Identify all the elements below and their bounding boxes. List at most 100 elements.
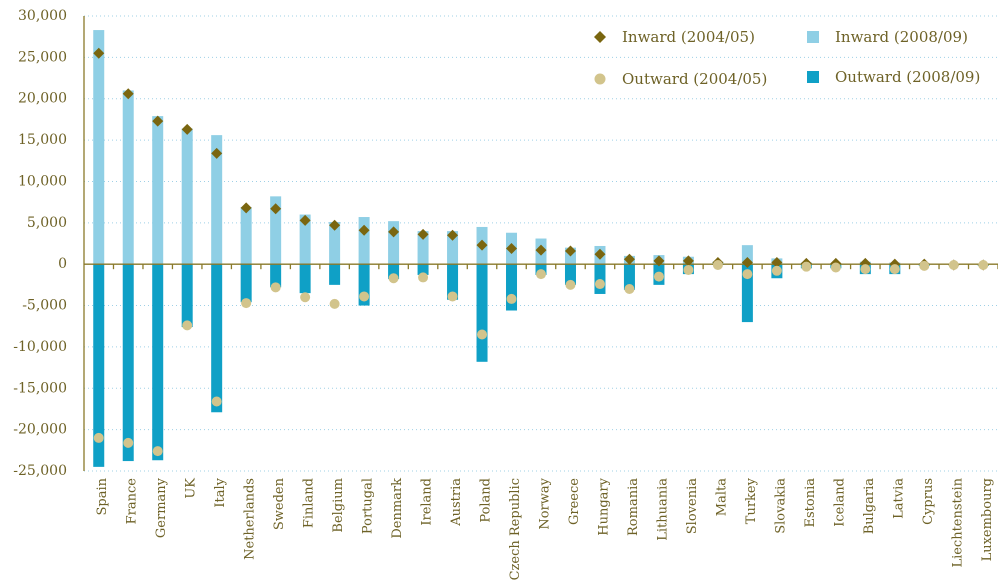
circle-marker — [447, 291, 458, 302]
y-tick-label: 30,000 — [18, 8, 67, 24]
y-tick-label: -25,000 — [13, 463, 67, 479]
diamond-marker — [270, 203, 282, 215]
circle-marker — [653, 271, 664, 282]
x-tick-label: Bulgaria — [862, 478, 877, 535]
diamond-marker — [682, 255, 694, 267]
circle-marker — [594, 279, 605, 290]
x-tick-label: Malta — [714, 478, 729, 516]
diamond-marker — [122, 88, 134, 100]
diamond-marker — [152, 115, 164, 127]
diamond-marker — [211, 147, 223, 159]
x-tick-label: Liechtenstein — [950, 477, 965, 567]
legend-swatch — [594, 31, 606, 43]
x-tick-label: Netherlands — [243, 478, 258, 560]
x-tick-label: Ireland — [420, 478, 435, 526]
diamond-marker — [447, 229, 459, 241]
x-tick-label: UK — [184, 478, 199, 499]
x-tick-label: Germany — [154, 477, 169, 538]
circle-marker — [889, 264, 900, 275]
diamond-marker — [741, 257, 753, 269]
bar — [299, 214, 311, 265]
circle-marker — [801, 261, 812, 272]
bar — [299, 264, 311, 294]
x-tick-label: Spain — [95, 477, 110, 515]
bar — [122, 264, 134, 462]
circle-marker — [948, 260, 959, 271]
bar — [329, 221, 341, 265]
legend-swatch — [807, 31, 819, 43]
x-tick-label: Slovenia — [685, 478, 700, 534]
x-tick-label: Italy — [213, 477, 228, 507]
diamond-marker — [535, 244, 547, 256]
diamond-marker — [240, 202, 252, 214]
legend-swatch — [807, 71, 819, 83]
x-tick-label: Greece — [567, 478, 582, 525]
circle-marker — [978, 260, 989, 271]
diamond-marker — [594, 248, 606, 260]
bar — [181, 128, 193, 265]
diamond-marker — [388, 226, 400, 238]
bar — [211, 264, 223, 413]
bar — [447, 264, 459, 300]
y-tick-label: -5,000 — [22, 298, 67, 314]
x-tick-label: Lithuania — [655, 478, 670, 541]
x-tick-label: Norway — [538, 477, 553, 529]
bar — [93, 30, 105, 265]
bar — [358, 217, 370, 265]
legend-swatch — [594, 73, 606, 85]
circle-marker — [241, 298, 252, 309]
y-tick-label: -10,000 — [13, 339, 67, 355]
legend-label: Inward (2008/09) — [835, 28, 968, 46]
bar — [506, 264, 518, 311]
y-tick-label: 20,000 — [18, 91, 67, 107]
circle-marker — [624, 284, 635, 294]
diamond-marker — [653, 255, 665, 267]
circle-marker — [211, 396, 222, 407]
bar — [564, 264, 576, 285]
x-tick-label: Denmark — [390, 478, 405, 539]
bar — [388, 264, 400, 280]
legend-label: Inward (2004/05) — [622, 28, 755, 46]
diamond-marker — [476, 239, 488, 251]
circle-marker — [477, 329, 488, 340]
bar — [240, 207, 252, 265]
diamond-marker — [564, 245, 576, 257]
circle-marker — [359, 291, 370, 302]
y-tick-label: 0 — [58, 256, 67, 272]
x-tick-label: Latvia — [891, 478, 906, 519]
x-tick-label: Hungary — [596, 477, 611, 535]
bar — [623, 264, 635, 290]
x-tick-label: Romania — [626, 478, 641, 536]
legend-label: Outward (2008/09) — [835, 68, 980, 86]
diamond-marker — [358, 224, 370, 236]
circle-marker — [536, 269, 546, 280]
bar — [181, 264, 193, 328]
circle-marker — [123, 437, 134, 448]
x-tick-label: Poland — [479, 478, 494, 523]
bar — [358, 264, 370, 306]
x-tick-label: Finland — [302, 478, 317, 528]
y-tick-label: 25,000 — [18, 49, 67, 65]
bar — [152, 116, 164, 265]
circle-marker — [712, 260, 723, 271]
x-tick-label: Estonia — [803, 478, 818, 528]
x-tick-label: Iceland — [832, 478, 847, 527]
x-tick-label: Turkey — [744, 477, 759, 524]
circle-marker — [93, 432, 104, 443]
bar — [270, 196, 282, 265]
bar — [240, 264, 252, 303]
x-tick-label: France — [125, 478, 140, 525]
diamond-marker — [417, 228, 429, 240]
circle-marker — [300, 292, 311, 303]
bar — [417, 264, 429, 275]
diamond-marker — [93, 47, 105, 59]
bar — [152, 264, 164, 461]
bar — [388, 221, 400, 265]
circle-marker — [683, 264, 694, 275]
circle-marker — [329, 298, 340, 309]
legend-label: Outward (2004/05) — [622, 70, 767, 88]
circle-marker — [742, 269, 753, 280]
bar — [329, 264, 341, 285]
circle-marker — [565, 279, 576, 290]
